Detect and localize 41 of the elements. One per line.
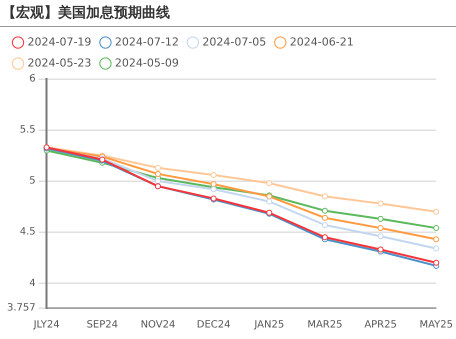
point <box>378 246 384 252</box>
point <box>433 225 440 232</box>
point <box>378 225 384 232</box>
x-tick-label: DEC24 <box>196 320 230 331</box>
x-tick-label: NOV24 <box>140 320 176 331</box>
x-tick-label: JLY24 <box>32 320 60 331</box>
y-tick-label: 6 <box>29 74 36 85</box>
legend-label: 2024-05-23 <box>28 56 92 70</box>
point <box>210 181 217 188</box>
x-tick-label: MAY25 <box>419 320 454 331</box>
point <box>378 200 384 207</box>
x-tick-label: APR25 <box>364 320 397 331</box>
point <box>210 172 217 178</box>
x-tick-label: MAR25 <box>307 320 342 331</box>
x-tick-label: SEP24 <box>86 320 118 331</box>
y-tick-label: 4.5 <box>20 226 36 238</box>
point <box>433 236 440 242</box>
legend-label: 2024-07-05 <box>202 35 266 48</box>
point <box>378 216 384 222</box>
y-tick-label: 5 <box>29 176 36 187</box>
point <box>322 193 328 200</box>
point <box>378 233 384 240</box>
point <box>322 214 328 221</box>
legend-label: 2024-06-21 <box>290 35 354 48</box>
legend-label: 2024-07-19 <box>28 35 92 48</box>
point <box>266 198 272 205</box>
y-tick-label: 4 <box>29 278 36 289</box>
y-tick-label: 5.5 <box>20 124 36 136</box>
legend-label: 2024-05-09 <box>114 56 179 70</box>
point <box>266 180 272 186</box>
point <box>322 208 328 214</box>
point <box>154 170 161 177</box>
point <box>433 208 440 215</box>
chart-title: 【宏观】美国加息预期曲线 <box>0 0 456 27</box>
legend-label: 2024-07-12 <box>114 35 179 48</box>
point <box>433 260 440 266</box>
x-tick-label: JAN25 <box>253 320 284 331</box>
point <box>154 164 161 171</box>
point <box>322 222 328 228</box>
y-tick-label: 3.757 <box>6 302 36 314</box>
point <box>433 245 440 252</box>
